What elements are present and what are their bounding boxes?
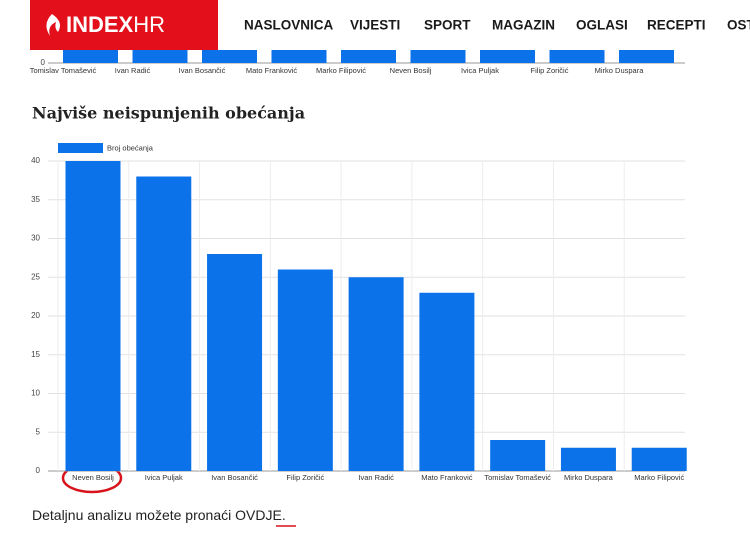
bar: [419, 292, 475, 471]
footer-end: .: [282, 507, 286, 523]
footer-link[interactable]: OVDJE: [235, 507, 282, 523]
bar: [65, 161, 121, 471]
x-tick-label: Neven Bosilj: [72, 473, 114, 482]
y-tick-label: 20: [31, 311, 40, 320]
y-tick-label: 0: [41, 58, 46, 67]
bar-cut: [202, 50, 257, 63]
y-tick-label: 35: [31, 195, 40, 204]
bar: [277, 269, 333, 471]
logo-main: INDEX: [66, 12, 134, 37]
x-tick-label: Marko Filipović: [634, 473, 684, 482]
bar: [560, 447, 616, 471]
y-tick-label: 5: [36, 427, 41, 436]
bar-cut: [271, 50, 327, 63]
x-tick-label: Ivica Puljak: [461, 66, 499, 75]
y-tick-label: 0: [36, 466, 41, 475]
x-tick-label: Mato Franković: [421, 473, 473, 482]
legend-swatch: [58, 143, 103, 153]
x-tick-label: Filip Zoričić: [286, 473, 324, 482]
bar: [490, 440, 546, 471]
x-tick-label: Ivica Puljak: [145, 473, 183, 482]
logo-icon: [46, 14, 60, 36]
footer-lead: Detaljnu analizu možete pronaći: [32, 507, 235, 523]
nav-item[interactable]: OGLASI: [576, 18, 628, 33]
legend-label: Broj obećanja: [107, 143, 154, 152]
nav-item[interactable]: OST: [727, 18, 750, 33]
logo-box[interactable]: [30, 0, 218, 50]
nav-item[interactable]: SPORT: [424, 18, 471, 33]
y-tick-label: 25: [31, 272, 40, 281]
logo[interactable]: INDEXHR: [66, 12, 165, 37]
x-tick-label: Neven Bosilj: [390, 66, 432, 75]
nav-item[interactable]: VIJESTI: [350, 18, 400, 33]
x-tick-label: Mato Franković: [246, 66, 298, 75]
bar: [136, 176, 192, 471]
nav-item[interactable]: MAGAZIN: [492, 18, 555, 33]
chart-title: Najviše neispunjenih obećanja: [32, 104, 305, 123]
x-tick-label: Ivan Bosančić: [211, 473, 258, 482]
x-tick-label: Marko Filipović: [316, 66, 366, 75]
footer-text: Detaljnu analizu možete pronaći OVDJE.: [32, 507, 286, 523]
bar-cut: [132, 50, 188, 63]
x-tick-label: Mirko Duspara: [595, 66, 645, 75]
x-tick-label: Ivan Bosančić: [179, 66, 226, 75]
bar-cut: [63, 50, 118, 63]
y-tick-label: 40: [31, 156, 40, 165]
nav-item[interactable]: NASLOVNICA: [244, 18, 334, 33]
bar-cut: [549, 50, 605, 63]
bar: [348, 277, 404, 471]
y-tick-label: 15: [31, 350, 40, 359]
bar: [207, 254, 263, 471]
x-tick-label: Ivan Radić: [115, 66, 151, 75]
x-tick-label: Tomislav Tomašević: [484, 473, 551, 482]
bar: [631, 447, 687, 471]
y-tick-label: 30: [31, 234, 40, 243]
x-tick-label: Tomislav Tomašević: [30, 66, 97, 75]
nav-item[interactable]: RECEPTI: [647, 18, 706, 33]
bar-cut: [410, 50, 466, 63]
x-tick-label: Filip Zoričić: [531, 66, 569, 75]
bar-cut: [480, 50, 535, 63]
y-tick-label: 10: [31, 389, 40, 398]
bar-cut: [619, 50, 674, 63]
bar-cut: [341, 50, 396, 63]
x-tick-label: Mirko Duspara: [564, 473, 614, 482]
logo-sub: HR: [133, 12, 165, 37]
x-tick-label: Ivan Radić: [358, 473, 394, 482]
